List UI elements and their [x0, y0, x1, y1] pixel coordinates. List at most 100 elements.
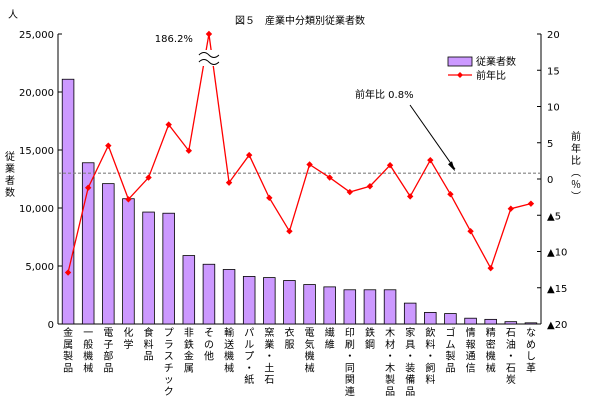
category-label: プラスチック — [164, 327, 174, 398]
left-tick-label: 0 — [48, 320, 54, 331]
bar-食料品 — [142, 211, 155, 325]
yoy-point-化学 — [125, 196, 132, 203]
yoy-point-一般機械 — [84, 184, 92, 191]
yoy-point-なめし革 — [527, 200, 535, 207]
right-tick-label: 0 — [547, 175, 553, 186]
right-tick-label: ▲15 — [547, 284, 567, 295]
yoy-point-電子部品 — [105, 142, 112, 149]
legend-line-marker — [457, 72, 463, 78]
left-axis-title: 従業者数 — [5, 150, 15, 199]
yoy-point-衣服 — [286, 228, 293, 235]
category-label: 一般機械 — [83, 328, 93, 374]
right-tick-label: 15 — [547, 66, 560, 77]
axis-break-wave-bottom — [198, 59, 220, 65]
right-tick-label: 5 — [547, 139, 553, 150]
bar-飲料・飼料 — [424, 311, 437, 325]
right-tick-label: ▲10 — [547, 248, 567, 259]
chart-title: 図５ 産業中分類別従業者数 — [235, 14, 365, 27]
category-label: 家具・装備品 — [405, 326, 415, 398]
bar-なめし革 — [524, 322, 538, 325]
category-label: 精密機械 — [486, 326, 496, 374]
yoy-point-家具・装備品 — [406, 193, 414, 200]
left-tick-label: 15,000 — [19, 146, 54, 157]
bar-印刷・同関連 — [343, 289, 357, 325]
bar-プラスチック — [162, 212, 175, 325]
yoy-point-木材・木製品 — [386, 162, 394, 169]
right-tick-label: ▲20 — [547, 320, 567, 331]
axis-break-gap — [198, 50, 219, 66]
bar-金属製品 — [61, 78, 75, 325]
bar-化学 — [122, 198, 135, 325]
yoy-point-パルプ・紙 — [245, 151, 253, 159]
bar-その他 — [202, 263, 216, 325]
yoy-point-鉄鋼 — [366, 183, 374, 190]
yoy-point-輸送機械 — [225, 179, 233, 186]
category-label: なめし革 — [526, 327, 536, 374]
yoy-point-非鉄金属 — [185, 147, 193, 154]
bar-電気機械 — [303, 284, 316, 325]
right-tick-label: 20 — [547, 30, 560, 41]
yoy-point-精密機械 — [487, 264, 494, 272]
yoy-point-ゴム製品 — [447, 191, 454, 198]
category-label: 窯業・土石 — [264, 326, 274, 386]
bar-家具・装備品 — [403, 302, 417, 325]
category-label: 衣服 — [284, 326, 294, 351]
bar-情報通信 — [464, 317, 477, 325]
baseline-label: 前年比 0.8% — [355, 88, 414, 101]
yoy-point-情報通信 — [467, 228, 474, 235]
category-label: 飲料・飼料 — [425, 326, 435, 386]
left-unit-label: 人 — [8, 9, 18, 21]
category-label: 印刷・同関連 — [345, 327, 355, 398]
category-label: 食料品 — [144, 326, 154, 363]
category-label: 情報通信 — [466, 326, 476, 374]
bar-ゴム製品 — [444, 313, 457, 325]
left-tick-label: 5,000 — [25, 262, 54, 273]
category-label: 化学 — [123, 326, 133, 351]
category-label: ゴム製品 — [445, 326, 455, 374]
left-tick-label: 10,000 — [19, 204, 54, 215]
category-label: 電気機械 — [305, 327, 315, 374]
category-label: 金属製品 — [63, 326, 73, 374]
yoy-point-石油・石炭 — [507, 205, 515, 212]
bar-精密機械 — [484, 318, 497, 325]
category-label: 木材・木製品 — [385, 327, 395, 398]
bar-繊維 — [323, 286, 336, 325]
yoy-point-印刷・同関連 — [346, 188, 354, 196]
bar-非鉄金属 — [182, 255, 196, 325]
baseline-arrow-head — [448, 161, 455, 172]
bar-電子部品 — [102, 183, 115, 325]
category-label: パルプ・紙 — [244, 327, 254, 386]
left-tick-label: 20,000 — [19, 88, 54, 99]
bar-鉄鋼 — [363, 289, 377, 325]
category-label: 電子部品 — [103, 327, 113, 374]
right-tick-label: 10 — [547, 103, 560, 114]
bar-石油・石炭 — [504, 321, 518, 325]
break-annotation: 186.2% — [155, 34, 193, 45]
baseline-arrow — [409, 104, 456, 170]
axis-break-wave-top — [198, 52, 220, 58]
category-label: 鉄鋼 — [365, 326, 375, 351]
yoy-point-繊維 — [326, 174, 333, 181]
legend-bar-label: 従業者数 — [476, 55, 516, 68]
yoy-line — [67, 33, 532, 273]
category-label: 繊維 — [325, 326, 335, 351]
bar-衣服 — [283, 280, 296, 325]
bar-一般機械 — [81, 162, 95, 325]
bar-窯業・土石 — [263, 277, 276, 325]
bar-パルプ・紙 — [242, 276, 256, 325]
bar-輸送機械 — [222, 269, 236, 325]
yoy-point-食料品 — [145, 174, 152, 181]
category-label: 非鉄金属 — [184, 327, 194, 374]
legend-line-label: 前年比 — [476, 69, 506, 82]
yoy-point-窯業・土石 — [266, 194, 273, 202]
category-label: 石油・石炭 — [506, 328, 516, 386]
legend-bar-swatch — [447, 56, 473, 67]
left-tick-label: 25,000 — [19, 30, 54, 41]
yoy-point-飲料・飼料 — [427, 156, 434, 164]
yoy-point-金属製品 — [64, 269, 72, 276]
category-label: 輸送機械 — [224, 326, 234, 374]
yoy-point-プラスチック — [165, 121, 172, 128]
yoy-point-その他 — [205, 30, 213, 38]
